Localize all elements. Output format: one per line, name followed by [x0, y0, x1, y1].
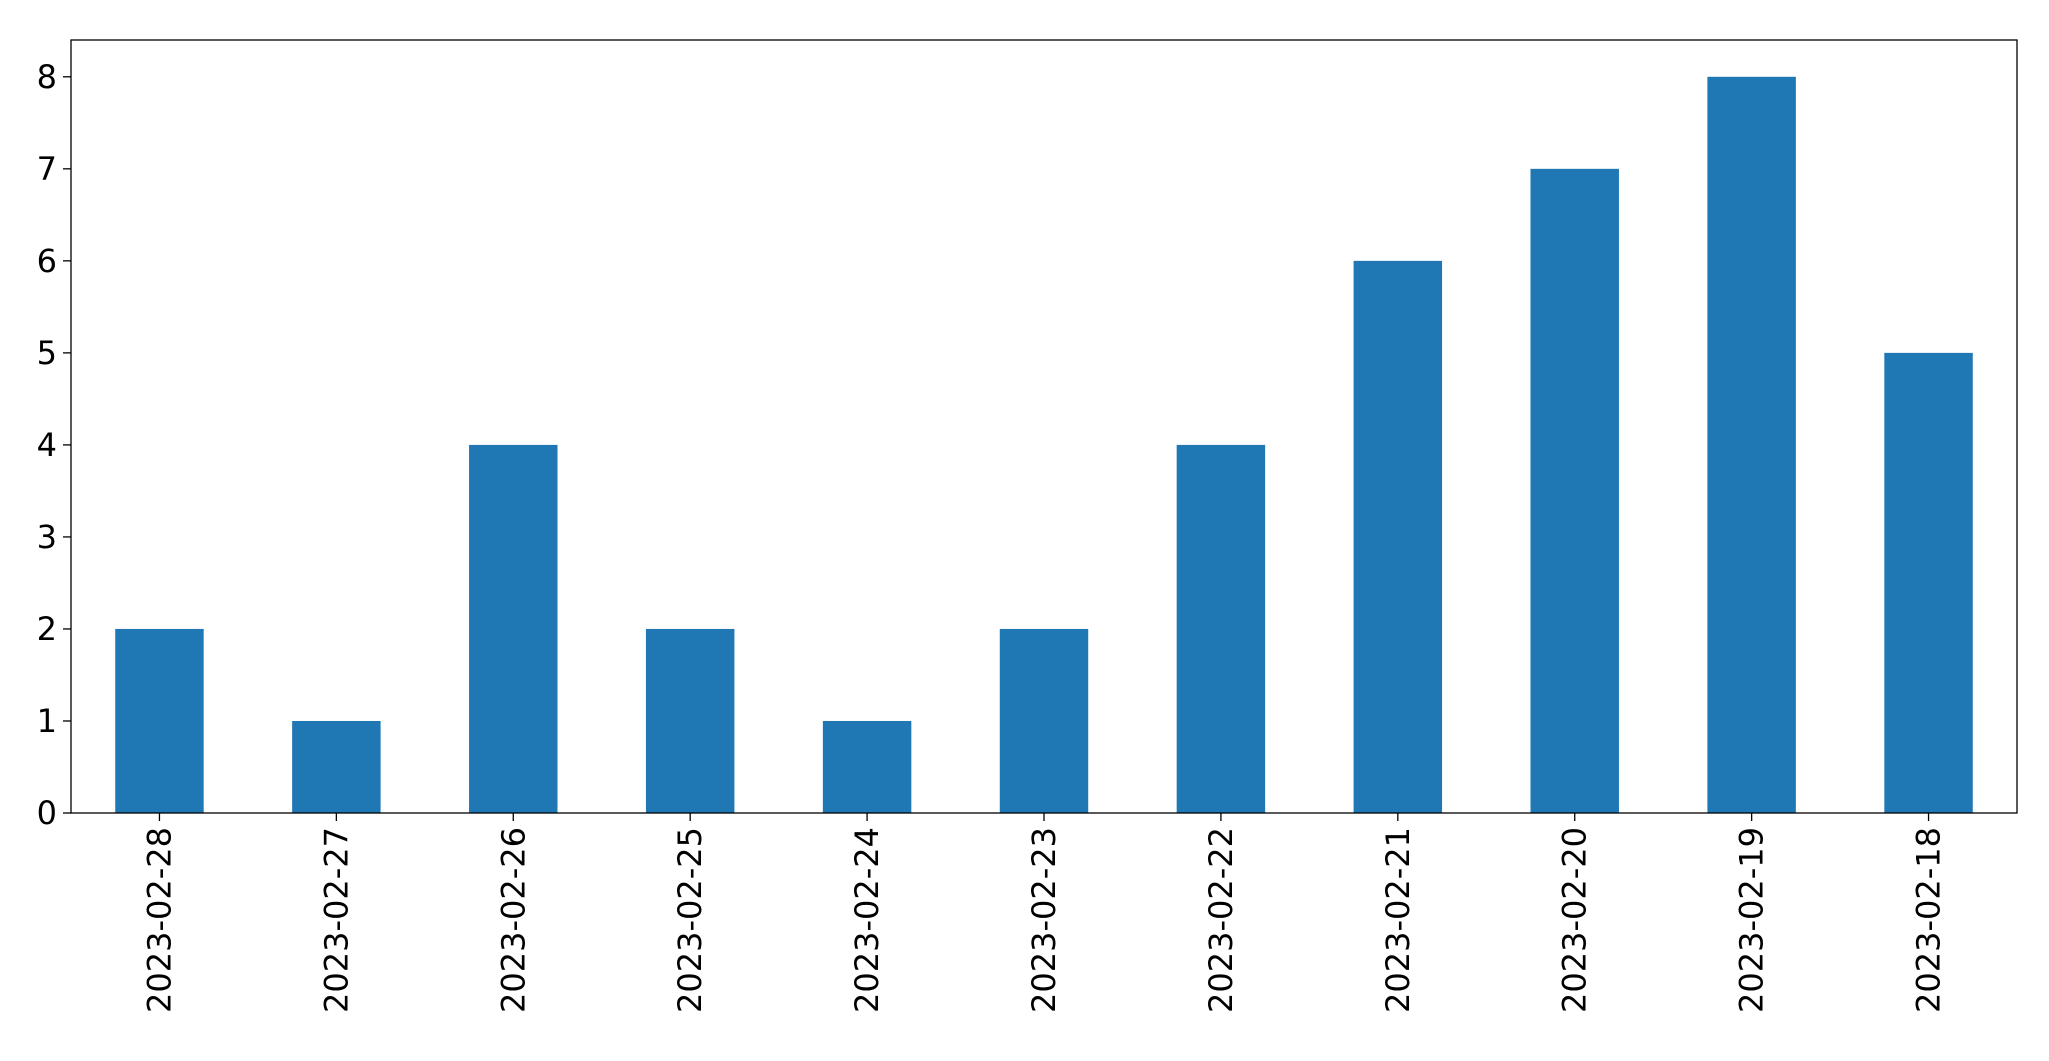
- bar-2023-02-19: [1707, 76, 1796, 814]
- bar-2023-02-27: [292, 720, 381, 813]
- bar-2023-02-22: [1176, 444, 1266, 813]
- bar-2023-02-21: [1353, 260, 1443, 813]
- x-axis: 2023-02-28 2023-02-27 2023-02-26 2023-02-25…: [140, 813, 1948, 1013]
- x-tick-label: 2023-02-22: [1202, 827, 1240, 1013]
- x-tick-label: 2023-02-19: [1733, 827, 1771, 1013]
- bar-2023-02-26: [469, 444, 558, 813]
- y-axis: 0 1 2 3 4 5 6 7 8: [37, 58, 71, 832]
- y-tick-label: 7: [37, 150, 57, 188]
- x-tick-label: 2023-02-26: [494, 827, 532, 1013]
- y-tick-label: 3: [37, 518, 57, 556]
- y-tick-label: 5: [37, 334, 57, 372]
- x-tick-label: 2023-02-24: [848, 827, 886, 1013]
- x-tick-label: 2023-02-28: [140, 827, 178, 1013]
- y-tick-label: 8: [37, 58, 57, 96]
- bars-layer: [115, 76, 1973, 814]
- y-tick-label: 1: [37, 702, 57, 740]
- y-tick-label: 6: [37, 242, 57, 280]
- bar-2023-02-28: [115, 628, 204, 813]
- bar-2023-02-23: [999, 628, 1089, 813]
- x-tick-label: 2023-02-25: [671, 827, 709, 1013]
- y-tick-label: 2: [37, 610, 57, 648]
- y-tick-label: 4: [37, 426, 57, 464]
- x-tick-label: 2023-02-18: [1910, 827, 1948, 1013]
- x-tick-label: 2023-02-23: [1025, 827, 1063, 1013]
- x-tick-label: 2023-02-21: [1379, 827, 1417, 1013]
- bar-2023-02-18: [1884, 352, 1973, 813]
- y-tick-label: 0: [37, 794, 57, 832]
- x-tick-label: 2023-02-27: [317, 827, 355, 1013]
- bar-2023-02-24: [822, 720, 912, 813]
- bar-2023-02-25: [645, 628, 735, 813]
- bar-2023-02-20: [1530, 168, 1619, 814]
- plot-frame: [70, 39, 2018, 814]
- x-tick-label: 2023-02-20: [1556, 827, 1594, 1013]
